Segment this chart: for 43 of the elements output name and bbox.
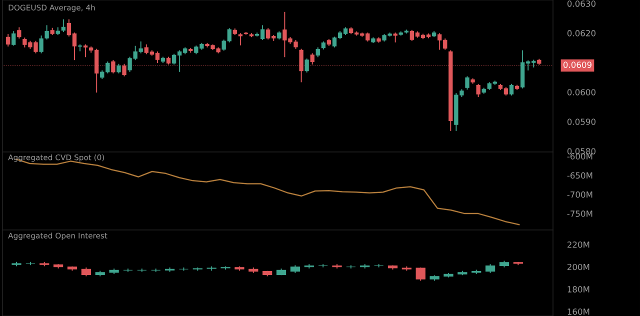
candlestick xyxy=(123,268,133,272)
candlestick xyxy=(151,268,161,272)
candlestick xyxy=(310,53,314,65)
candlestick xyxy=(17,27,22,39)
y-tick-label: 0.0630 xyxy=(567,0,596,7)
y-tick-label: -700M xyxy=(567,191,592,198)
candlestick xyxy=(416,267,426,281)
candlestick xyxy=(164,267,175,272)
candlestick xyxy=(393,32,398,42)
candlestick xyxy=(509,84,514,96)
candlestick xyxy=(122,64,126,76)
y-tick-label: 220M xyxy=(568,242,590,248)
candlestick xyxy=(299,48,304,82)
y-tick-label: 0.0620 xyxy=(567,30,596,36)
candlestick xyxy=(346,265,356,268)
candlestick xyxy=(12,31,16,46)
ref-line-label: 0.0609 xyxy=(563,62,592,68)
y-tick-label: -650M xyxy=(567,172,592,179)
candlestick xyxy=(304,58,309,72)
candlestick xyxy=(39,36,44,54)
candlestick xyxy=(178,267,189,271)
candlestick xyxy=(318,264,328,268)
candlestick xyxy=(304,264,314,268)
candlestick xyxy=(238,33,243,46)
candlestick xyxy=(465,76,470,90)
y-tick-label: 0.0590 xyxy=(567,118,596,125)
candlestick xyxy=(476,84,480,97)
candlestick xyxy=(374,264,384,268)
candlestick xyxy=(137,268,147,272)
y-tick-label: -600M xyxy=(567,153,592,160)
candlestick xyxy=(61,19,66,32)
candlestick xyxy=(6,34,10,47)
y-tick-label: 200M xyxy=(568,264,590,270)
y-tick-label: 180M xyxy=(568,286,590,292)
candlestick xyxy=(111,60,116,74)
y-tick-label: 0.0580 xyxy=(567,148,596,154)
candlestick xyxy=(83,44,88,58)
candlestick xyxy=(332,264,342,268)
y-tick-label: 0.0600 xyxy=(567,89,596,96)
candlestick xyxy=(360,264,370,268)
y-tick-label: -750M xyxy=(567,210,592,217)
y-tick-label: 160M xyxy=(568,308,590,315)
candlestick xyxy=(44,25,49,40)
